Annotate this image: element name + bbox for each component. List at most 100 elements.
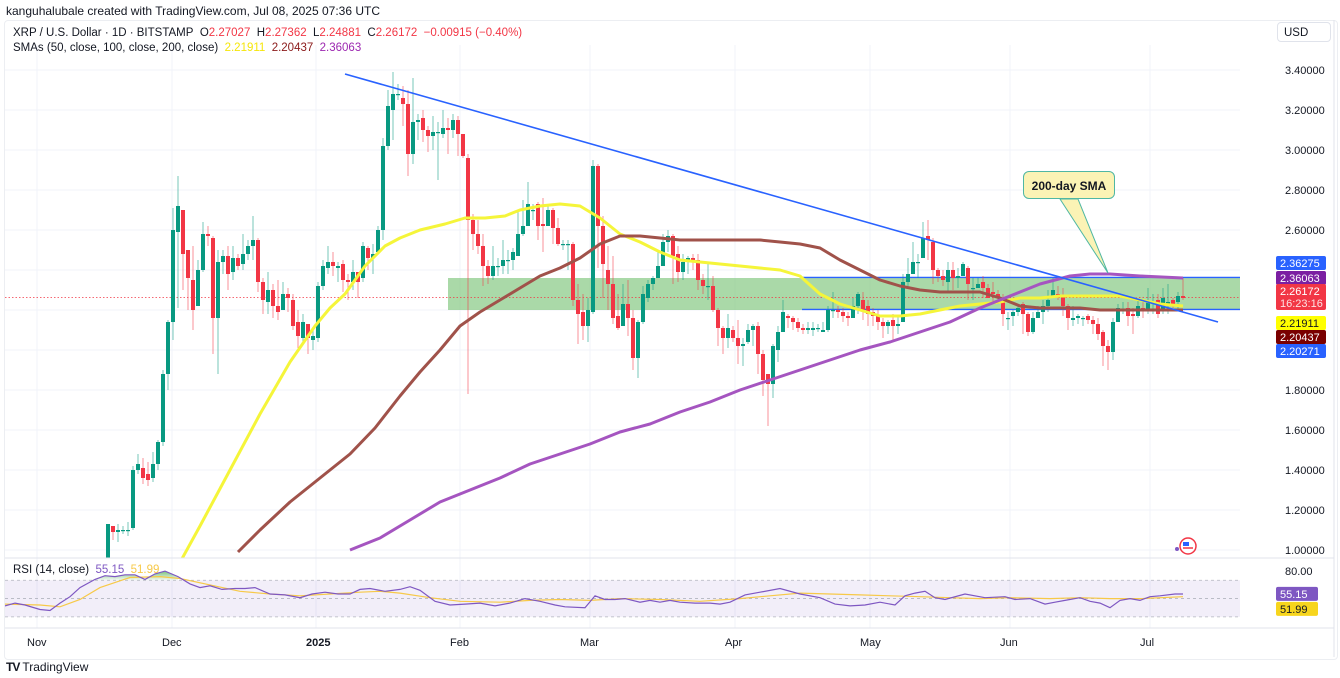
candle (1016, 308, 1020, 312)
candle (446, 128, 450, 130)
candle (241, 254, 245, 264)
price-tag (1276, 330, 1326, 344)
sma100-line[interactable] (236, 234, 1183, 554)
candle (816, 328, 820, 330)
candle (901, 282, 905, 322)
candle (946, 270, 950, 282)
tradingview-logo[interactable]: TV TradingView (6, 660, 88, 674)
tradingview-logo-icon: TV (6, 660, 20, 674)
us-flag-event-icon[interactable] (1175, 537, 1197, 555)
candle (381, 146, 385, 230)
high-label: H (256, 27, 266, 39)
candle (166, 322, 170, 374)
candle (651, 278, 655, 284)
sma200-value: 2.36063 (319, 42, 362, 54)
candle (1036, 312, 1040, 318)
candle (211, 238, 215, 318)
candle (176, 206, 180, 232)
price-tick: 3.00000 (1285, 145, 1325, 157)
rsi-line[interactable] (5, 570, 1183, 612)
candle (641, 294, 645, 322)
candle (156, 442, 160, 464)
sma200-line[interactable] (349, 272, 1184, 552)
candle (1126, 308, 1130, 316)
candle (691, 258, 695, 260)
candle (286, 294, 290, 298)
candle (186, 250, 190, 278)
candle (196, 270, 200, 306)
candle (706, 286, 710, 288)
candle (296, 322, 300, 336)
rsi-indicator-label[interactable]: RSI (14, close) (13, 564, 90, 576)
candle (1096, 324, 1100, 334)
candle (1061, 296, 1065, 306)
candle (311, 336, 315, 340)
price-tag-label: 2.36275 (1280, 258, 1320, 270)
candle (226, 256, 230, 274)
candle (981, 282, 985, 288)
candle (896, 324, 900, 326)
close-label: C (367, 27, 376, 39)
price-tick: 1.20000 (1285, 505, 1325, 517)
candle (161, 374, 165, 442)
candle (506, 260, 510, 262)
candle (1166, 302, 1170, 304)
candle (326, 262, 330, 268)
candle (1071, 318, 1075, 320)
tradingview-brand: TradingView (22, 660, 89, 674)
candle (916, 262, 920, 264)
rsi-ma-line[interactable] (5, 575, 1184, 608)
candle (331, 262, 335, 266)
candle (741, 344, 745, 346)
candle (966, 268, 970, 284)
rsi-overbought-fill (80, 571, 178, 581)
candle (961, 264, 965, 276)
price-tag (1276, 256, 1326, 270)
symbol-title[interactable]: XRP / U.S. Dollar · 1D · BITSTAMP (13, 27, 194, 39)
candle (1181, 296, 1185, 298)
sma200-callout[interactable]: 200-day SMA (1023, 171, 1115, 199)
candle (866, 306, 870, 314)
candle (911, 262, 915, 274)
candle (481, 246, 485, 266)
candle (316, 286, 320, 338)
candle (146, 474, 150, 480)
candle (671, 236, 675, 256)
main-pane (5, 72, 1240, 566)
candle (126, 530, 130, 532)
candle (646, 284, 650, 298)
candle (411, 122, 415, 154)
sma50-line[interactable] (178, 202, 1184, 566)
sma-indicator-label[interactable]: SMAs (50, close, 100, close, 200, close) (13, 42, 219, 54)
candle (531, 210, 535, 212)
candle (766, 374, 770, 384)
candle (1011, 312, 1015, 316)
chart-legend: XRP / U.S. Dollar · 1D · BITSTAMP O2.270… (13, 26, 522, 56)
candle (516, 234, 520, 256)
descending-trendline[interactable] (344, 73, 1219, 323)
time-axis[interactable]: Nov Dec 2025 Feb Mar Apr May Jun Jul (5, 627, 1334, 649)
candle (251, 240, 255, 246)
candle (351, 272, 355, 282)
candle (756, 326, 760, 354)
candle (246, 246, 250, 254)
time-tick: Nov (27, 637, 47, 649)
candle (1021, 304, 1025, 314)
candle (1006, 318, 1010, 320)
candle (876, 316, 880, 322)
candle (191, 280, 195, 310)
rsi-value: 55.15 (95, 564, 125, 576)
candle (681, 262, 685, 272)
candle (956, 276, 960, 278)
candle (786, 316, 790, 318)
currency-selector[interactable]: USD (1277, 22, 1331, 42)
price-axis[interactable]: 3.40000 3.20000 3.00000 2.80000 2.60000 1.800… (1276, 20, 1335, 657)
candle (701, 280, 705, 286)
sma100-value: 2.20437 (271, 42, 314, 54)
candle (201, 234, 205, 270)
candle (366, 248, 370, 258)
sma50-value: 2.21911 (224, 42, 266, 54)
candle (831, 310, 835, 312)
candle (906, 274, 910, 282)
